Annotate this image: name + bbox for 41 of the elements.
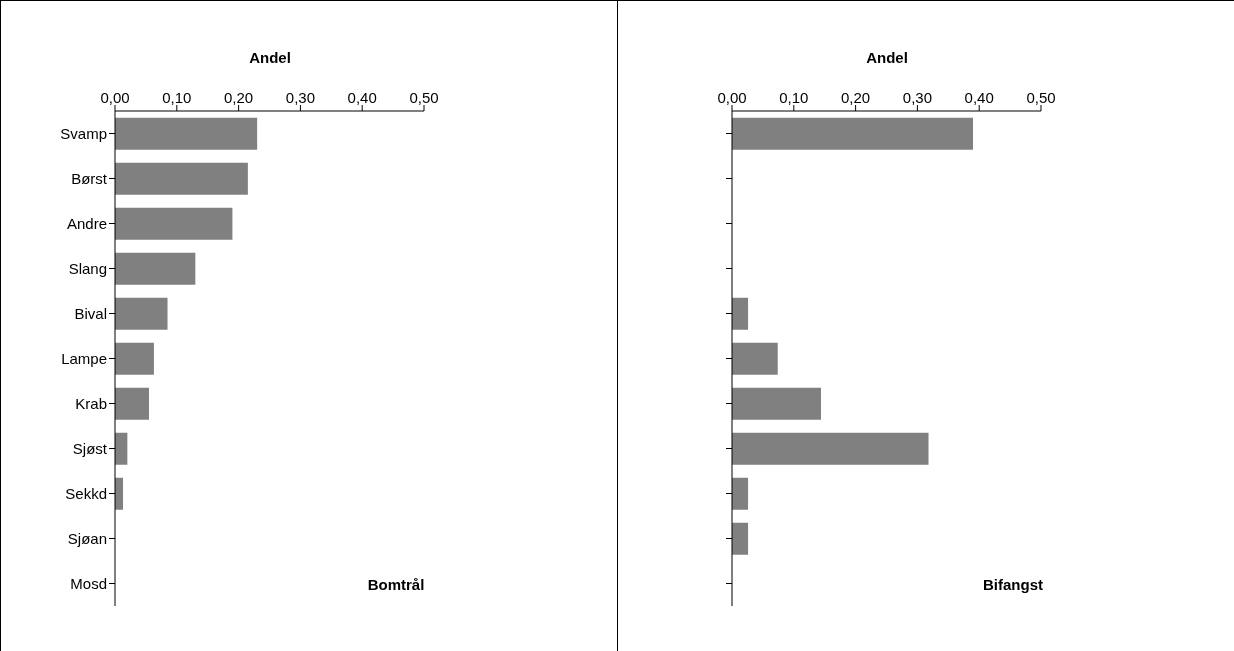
x-tick-label: 0,00 [100, 89, 130, 106]
x-tick-label: 0,20 [841, 89, 871, 106]
bar [115, 162, 248, 195]
bar [732, 432, 929, 465]
x-tick-label: 0,10 [779, 89, 809, 106]
y-tick-label: Slang [68, 259, 107, 277]
x-axis-title: Andel [248, 49, 292, 66]
bar [732, 387, 821, 420]
y-tick-label: Svamp [60, 124, 107, 142]
bar [732, 297, 749, 330]
y-tick-label: Sjøan [67, 529, 107, 547]
bar [732, 342, 778, 375]
y-tick-label: Krab [75, 394, 107, 412]
annotation: Bifangst [982, 576, 1044, 593]
x-tick-label: 0,10 [162, 89, 192, 106]
x-tick-label: 0,50 [1026, 89, 1056, 106]
annotation: Bomtrål [366, 576, 426, 593]
bar [115, 297, 168, 330]
bar [732, 522, 749, 555]
x-axis-title: Andel [865, 49, 909, 66]
y-tick-label: Mosd [70, 574, 107, 592]
y-tick-label: Bival [74, 304, 107, 322]
x-tick-label: 0,00 [717, 89, 747, 106]
x-tick-label: 0,50 [409, 89, 439, 106]
bar [115, 387, 149, 420]
x-tick-label: 0,30 [902, 89, 932, 106]
y-tick-label: Lampe [61, 349, 107, 367]
y-tick-label: Sjøst [72, 439, 108, 457]
x-tick-label: 0,40 [964, 89, 994, 106]
y-tick-label: Andre [66, 214, 107, 232]
bar [115, 252, 196, 285]
y-tick-label: Børst [71, 169, 108, 187]
bar [115, 117, 258, 150]
bar [115, 342, 154, 375]
bar [115, 207, 233, 240]
x-tick-label: 0,30 [285, 89, 315, 106]
x-tick-label: 0,20 [224, 89, 254, 106]
bar [732, 117, 974, 150]
y-tick-label: Sekkd [65, 484, 107, 502]
bar [732, 477, 749, 510]
x-tick-label: 0,40 [347, 89, 377, 106]
